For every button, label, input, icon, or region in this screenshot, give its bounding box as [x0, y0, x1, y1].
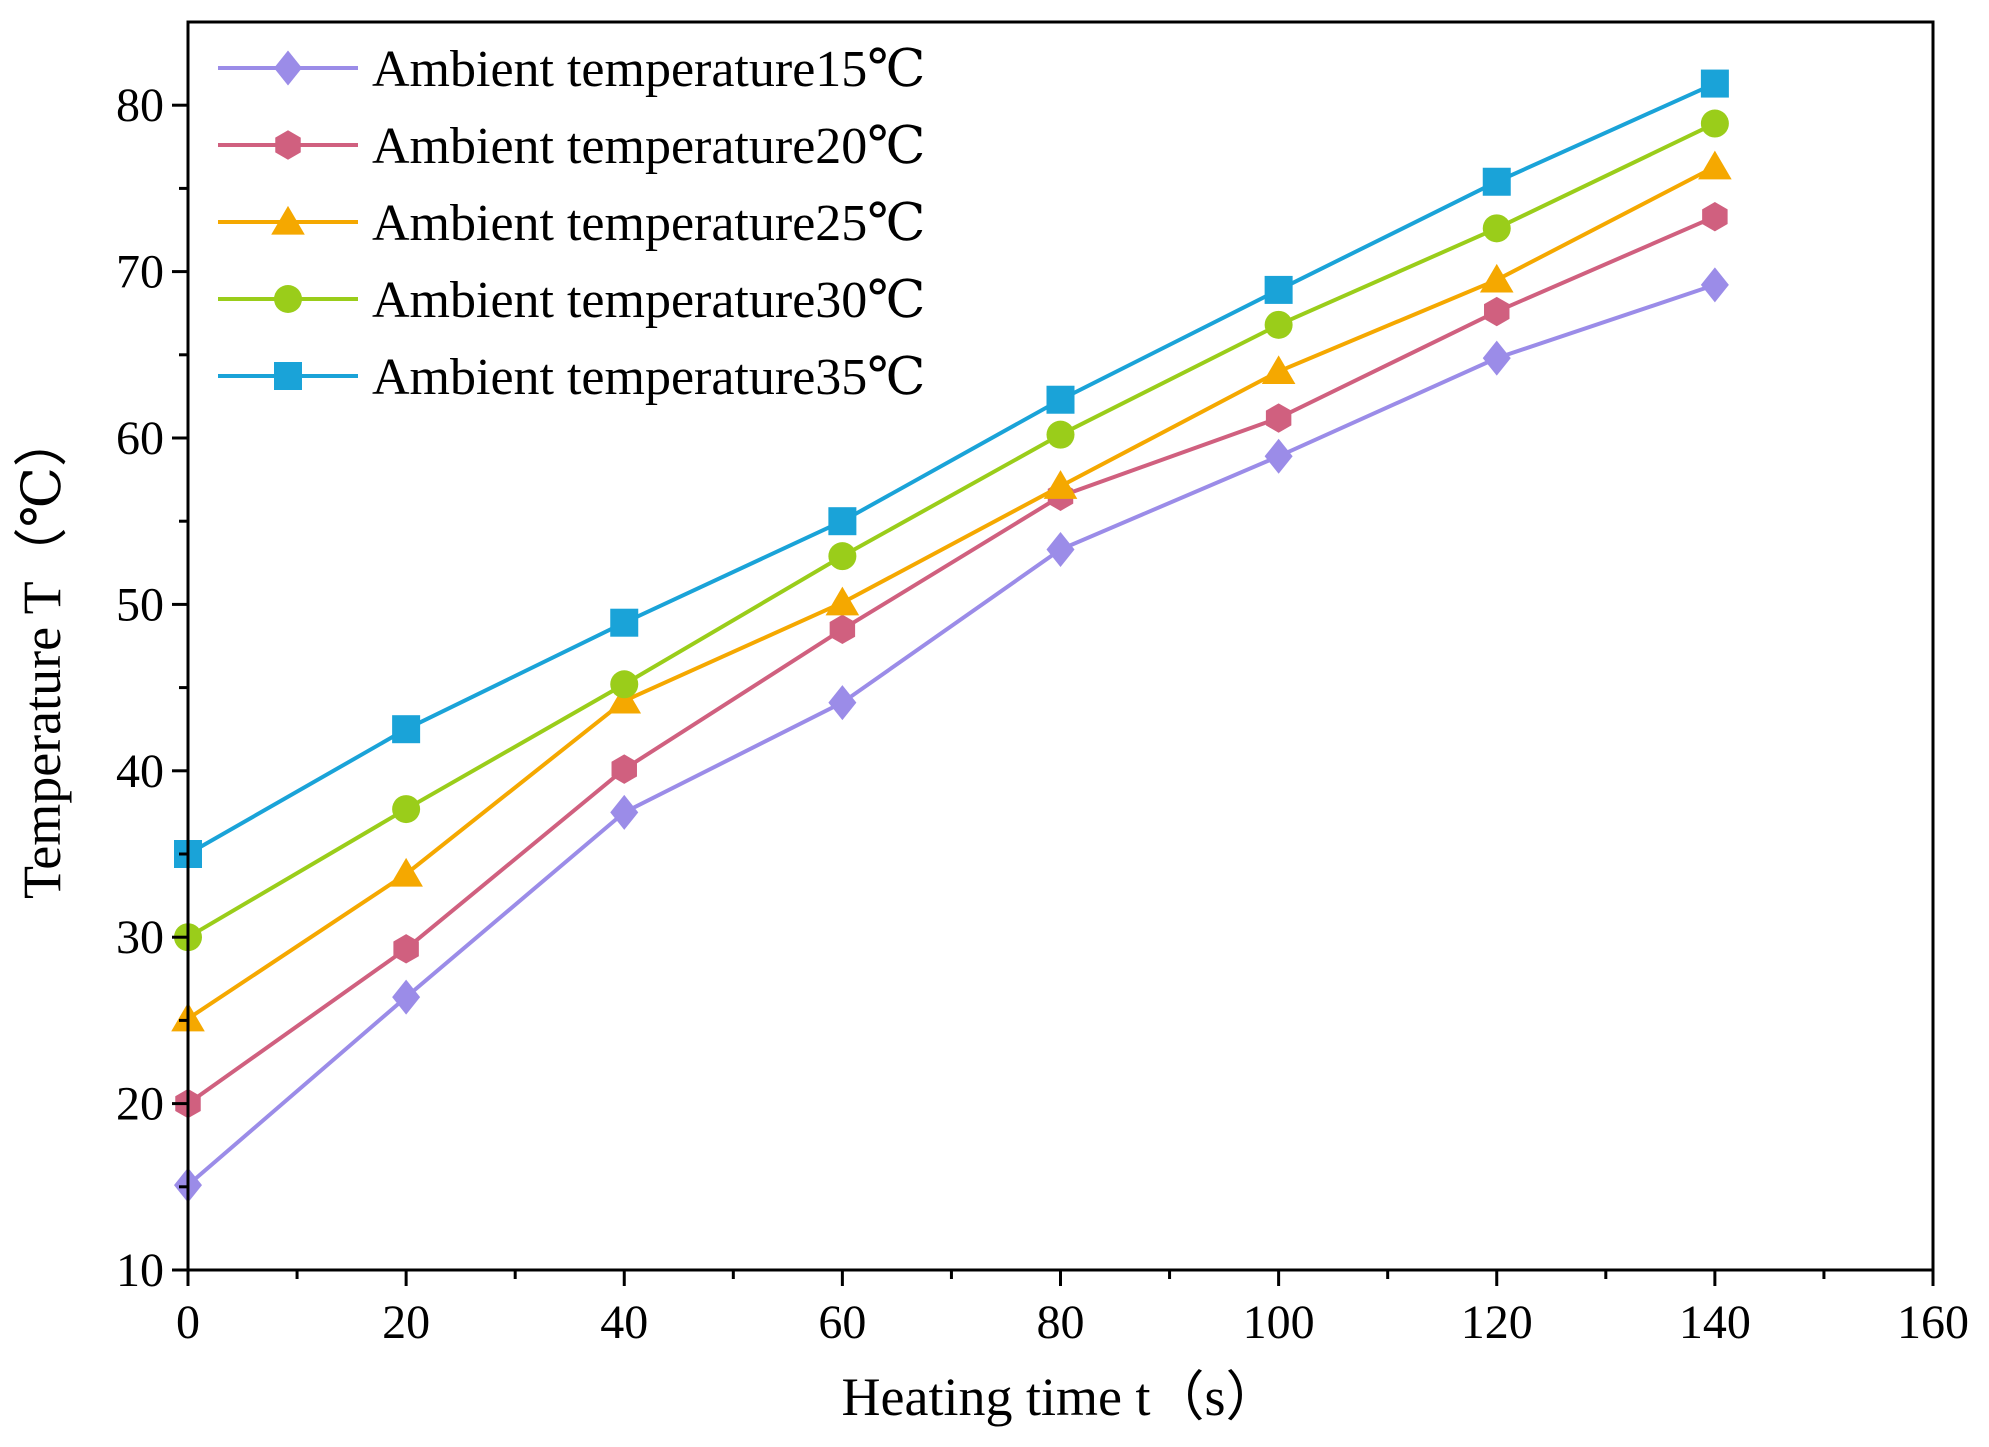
y-tick-label: 80 — [116, 79, 164, 132]
data-point — [607, 684, 642, 714]
x-tick-label: 0 — [176, 1296, 200, 1349]
series-line — [186, 164, 1716, 1021]
data-point — [610, 794, 639, 830]
y-tick-label: 20 — [116, 1078, 164, 1131]
x-tick-label: 160 — [1897, 1296, 1969, 1349]
legend-marker — [274, 285, 302, 313]
data-point — [828, 507, 857, 536]
legend-marker — [271, 205, 305, 235]
series-line — [186, 283, 1716, 1187]
data-point — [1046, 385, 1075, 414]
series-line — [186, 121, 1716, 939]
y-tick-label: 60 — [116, 412, 164, 465]
data-point — [389, 857, 423, 887]
legend-label: Ambient temperature15℃ — [372, 41, 925, 98]
legend-label: Ambient temperature35℃ — [372, 349, 925, 406]
legend-label: Ambient temperature30℃ — [372, 272, 925, 329]
data-point — [825, 586, 860, 616]
legend-marker — [274, 362, 302, 390]
series-1 — [174, 267, 1729, 1203]
series-3 — [171, 150, 1732, 1032]
y-tick-label: 30 — [116, 911, 164, 964]
data-point — [1700, 267, 1729, 303]
x-tick-label: 80 — [1037, 1296, 1085, 1349]
series-2 — [175, 201, 1728, 1119]
legend-item: Ambient temperature20℃ — [218, 118, 925, 175]
series-line — [187, 81, 1716, 856]
x-tick-label: 60 — [818, 1296, 866, 1349]
data-point — [828, 685, 857, 721]
data-point — [392, 979, 421, 1015]
data-point — [1700, 69, 1729, 98]
data-point — [611, 754, 637, 784]
data-point — [1265, 403, 1292, 433]
data-point — [1484, 296, 1510, 327]
data-point — [1264, 310, 1293, 339]
legend-marker — [275, 130, 301, 160]
data-point — [1482, 167, 1511, 196]
y-axis-title: Temperature T（℃） — [12, 413, 72, 899]
legend: Ambient temperature15℃ Ambient temperatur… — [218, 41, 925, 406]
data-point — [392, 795, 421, 824]
legend-marker — [274, 50, 302, 86]
data-point — [1046, 420, 1075, 449]
legend-label: Ambient temperature25℃ — [372, 195, 925, 252]
x-tick-label: 20 — [382, 1296, 430, 1349]
data-point — [1702, 201, 1728, 232]
series-line — [186, 214, 1716, 1106]
data-point — [1261, 355, 1296, 385]
data-point — [1700, 109, 1729, 138]
data-point — [1043, 470, 1078, 499]
x-tick-label: 40 — [600, 1296, 648, 1349]
data-point — [610, 608, 639, 637]
data-point — [1698, 150, 1732, 180]
y-tick-label: 50 — [116, 578, 164, 631]
y-tick-label: 10 — [116, 1244, 164, 1297]
data-point — [392, 715, 421, 744]
data-point — [1482, 214, 1511, 243]
y-tick-label: 40 — [116, 745, 164, 798]
legend-item: Ambient temperature30℃ — [218, 272, 925, 329]
y-tick-label: 70 — [116, 246, 164, 299]
x-tick-label: 140 — [1679, 1296, 1751, 1349]
data-point — [610, 670, 639, 699]
series-5 — [174, 69, 1729, 868]
data-point — [1479, 263, 1514, 293]
legend-item: Ambient temperature35℃ — [218, 349, 925, 406]
axis-ticks: 0 20 40 60 80 100 120 140 160 10 20 30 40 50 60 70 80 — [116, 79, 1969, 1349]
data-point — [828, 542, 857, 571]
data-point — [1046, 531, 1075, 567]
data-point — [1482, 340, 1511, 376]
data-point — [829, 614, 856, 645]
data-point — [393, 934, 419, 964]
data-point — [1264, 275, 1293, 304]
legend-label: Ambient temperature20℃ — [372, 118, 925, 175]
x-tick-label: 100 — [1243, 1296, 1315, 1349]
legend-item: Ambient temperature15℃ — [218, 41, 925, 98]
x-tick-label: 120 — [1461, 1296, 1533, 1349]
x-axis-title: Heating time t（s） — [842, 1367, 1280, 1427]
legend-item: Ambient temperature25℃ — [218, 195, 925, 252]
data-point — [1264, 438, 1293, 474]
